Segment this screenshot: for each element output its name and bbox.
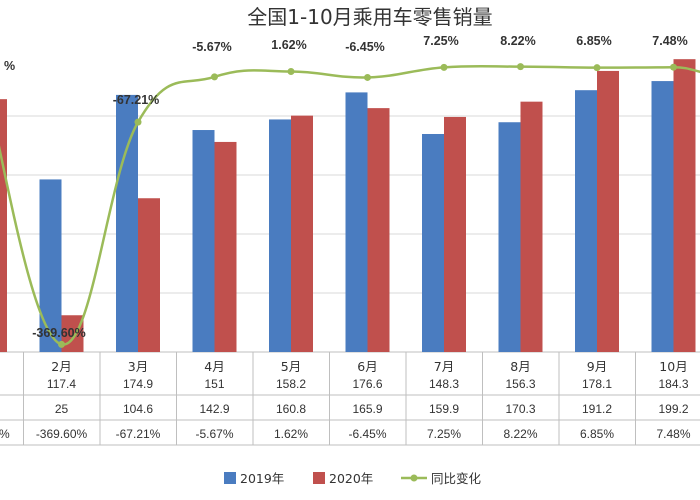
table-cell: 8.22%: [503, 427, 537, 441]
yoy-label-10月: 7.48%: [652, 34, 687, 48]
table-cell: -369.60%: [36, 427, 88, 441]
category-label: 4月: [204, 359, 224, 374]
yoy-label-1月: %: [4, 59, 15, 73]
legend-marker-yoy: [410, 474, 418, 482]
bar-2020年-5月: [291, 115, 313, 353]
yoy-point-5月: [287, 68, 295, 76]
legend-label-2020: 2020年: [329, 471, 373, 486]
category-label: 8月: [510, 359, 530, 374]
legend-label-2019: 2019年: [240, 471, 284, 486]
data-table: 2月 3月 4月 5月 6月 7月 8月 9月 10月 117.4 174.9 151 158.2 176…: [0, 352, 700, 446]
legend-label-yoy: 同比变化: [431, 471, 482, 486]
yoy-label-7月: 7.25%: [423, 34, 458, 48]
yoy-point-10月: [670, 63, 677, 71]
bar-2020年-7月: [444, 116, 466, 353]
bar-2020年-8月: [520, 101, 543, 352]
bar-2019年-2月: [39, 179, 62, 352]
yoy-point-2月: [58, 340, 65, 348]
table-cell: 184.3: [658, 377, 688, 391]
category-label: 5月: [281, 359, 301, 374]
table-cell: -6.45%: [348, 427, 386, 441]
table-cell: 176.6: [352, 377, 382, 391]
table-cell: 25: [55, 402, 69, 416]
yoy-point-4月: [211, 73, 218, 81]
table-cell: 159.9: [429, 402, 459, 416]
category-label: 9月: [587, 359, 607, 374]
category-label: 6月: [357, 359, 377, 374]
bar-2019年-5月: [269, 119, 291, 352]
table-cell: 117.4: [47, 377, 76, 391]
bar-2019年-7月: [422, 133, 444, 352]
table-cell: 1.62%: [274, 427, 308, 441]
bar-2020年-1月: [0, 99, 7, 352]
bar-2020年-9月: [597, 70, 619, 352]
yoy-label-6月: -6.45%: [345, 40, 385, 54]
yoy-label-5月: 1.62%: [271, 38, 306, 52]
yoy-label-2月: -369.60%: [32, 326, 86, 340]
bar-series: [0, 59, 696, 353]
table-cell: -67.21%: [116, 427, 161, 441]
category-label: 10月: [659, 359, 687, 374]
yoy-point-9月: [593, 64, 601, 72]
bar-2019年-6月: [345, 92, 368, 352]
table-cell: 104.6: [123, 402, 153, 416]
table-cell: 178.1: [582, 377, 612, 391]
table-cell: 148.3: [429, 377, 459, 391]
legend-swatch-2020: [313, 472, 325, 484]
table-cell: 191.2: [582, 402, 612, 416]
yoy-point-3月: [134, 118, 142, 126]
table-cell: 160.8: [276, 402, 306, 416]
table-cell: 170.3: [505, 402, 535, 416]
table-cell: 151: [204, 377, 224, 391]
table-cell: 165.9: [352, 402, 382, 416]
category-label: 2月: [51, 359, 71, 374]
bar-2020年-4月: [214, 141, 237, 352]
table-cell: 142.9: [199, 402, 229, 416]
bar-2020年-6月: [367, 108, 390, 352]
bar-2019年-4月: [192, 130, 215, 352]
yoy-point-6月: [364, 73, 371, 81]
bar-2019年-8月: [498, 122, 521, 352]
category-label: 7月: [434, 359, 454, 374]
table-cell: 7.48%: [656, 427, 690, 441]
yoy-point-8月: [517, 63, 524, 71]
bar-2020年-10月: [673, 59, 696, 353]
bar-2019年-3月: [116, 94, 138, 352]
category-label: 3月: [128, 359, 148, 374]
table-cell: %: [0, 427, 10, 441]
yoy-label-3月: -67.21%: [113, 93, 160, 107]
yoy-label-4月: -5.67%: [192, 40, 232, 54]
bar-2019年-10月: [651, 81, 674, 352]
line-series: % -369.60% -67.21% -5.67% 1.62% -6.45% 7.25% 8.…: [0, 34, 700, 348]
table-cell: 199.2: [658, 402, 688, 416]
legend-swatch-2019: [224, 472, 236, 484]
bar-2020年-3月: [138, 198, 160, 352]
chart-title: 全国1-10月乘用车零售销量: [247, 5, 492, 29]
table-cell: 7.25%: [427, 427, 461, 441]
table-cell: -5.67%: [195, 427, 233, 441]
bar-2019年-9月: [575, 90, 597, 353]
table-cell: 174.9: [123, 377, 153, 391]
table-cell: 6.85%: [580, 427, 614, 441]
yoy-point-7月: [440, 63, 448, 71]
table-cell: 156.3: [505, 377, 535, 391]
legend: 2019年 2020年 同比变化: [224, 471, 482, 486]
yoy-label-8月: 8.22%: [500, 34, 535, 48]
table-cell: 158.2: [276, 377, 306, 391]
yoy-label-9月: 6.85%: [576, 34, 611, 48]
